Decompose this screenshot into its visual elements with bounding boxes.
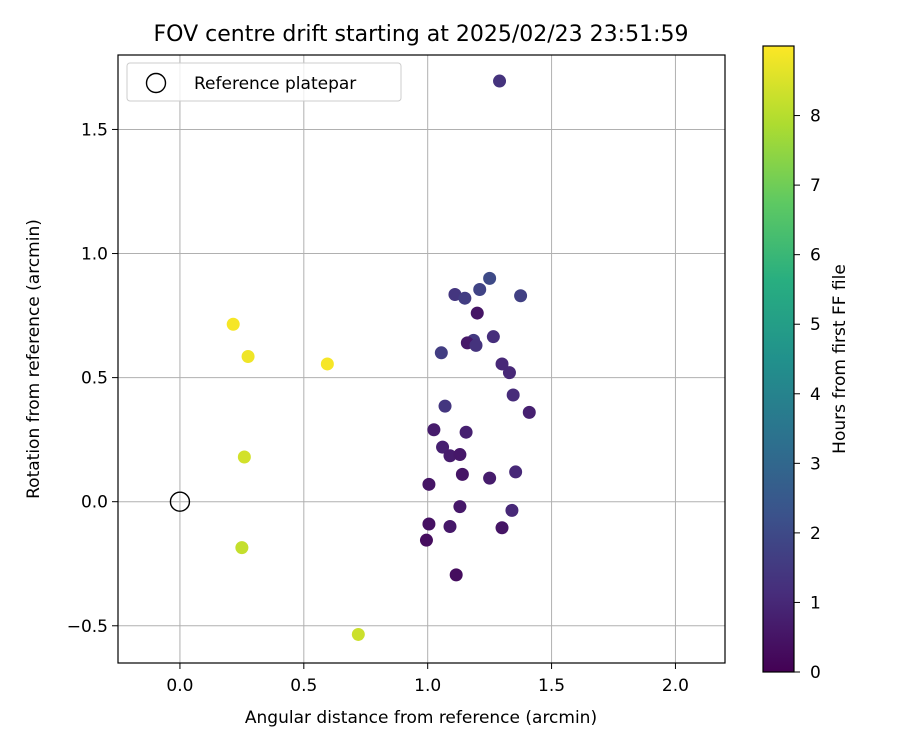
data-point (455, 467, 469, 481)
data-point (502, 366, 516, 380)
colorbar-tick-label: 7 (810, 176, 821, 196)
data-point (438, 399, 452, 413)
data-point (226, 317, 240, 331)
data-point (453, 448, 467, 462)
legend-box (126, 62, 402, 102)
data-point (469, 338, 483, 352)
x-tick-label: 1.0 (414, 676, 441, 696)
data-point (505, 503, 519, 517)
y-tick-label: 1.5 (81, 120, 108, 140)
y-axis-label: Rotation from reference (arcmin) (24, 219, 44, 499)
colorbar-ticks: 0 1 2 3 4 5 6 7 8 (794, 107, 821, 683)
data-points (226, 74, 536, 641)
data-point (443, 449, 457, 463)
data-point (422, 477, 436, 491)
data-point (443, 520, 457, 534)
data-point (495, 357, 509, 371)
data-point (493, 74, 507, 88)
colorbar: 0 1 2 3 4 5 6 7 8 Hours from first FF file (762, 45, 850, 683)
data-point (434, 346, 448, 360)
legend-marker-reference (145, 72, 167, 94)
data-point (522, 405, 536, 419)
colorbar-label: Hours from first FF file (830, 264, 850, 454)
data-point (506, 388, 520, 402)
data-point (351, 627, 365, 641)
data-point (419, 533, 433, 547)
x-tick-label: 0.5 (290, 676, 317, 696)
data-point (495, 521, 509, 535)
colorbar-tick-label: 2 (810, 524, 821, 544)
data-point (320, 357, 334, 371)
colorbar-tick-label: 3 (810, 454, 821, 474)
data-point (241, 350, 255, 364)
data-point (483, 471, 497, 485)
chart-title: FOV centre drift starting at 2025/02/23 … (154, 22, 689, 47)
y-tick-label: 1.0 (81, 245, 108, 265)
colorbar-tick-label: 1 (810, 593, 821, 613)
data-point (459, 425, 473, 439)
data-point (470, 306, 484, 320)
legend-entry-reference: Reference platepar (194, 74, 356, 94)
colorbar-tick-label: 5 (810, 315, 821, 335)
data-point (436, 440, 450, 454)
y-axis-ticks: −0.5 0.0 0.5 1.0 1.5 (67, 120, 118, 637)
y-tick-label: −0.5 (67, 617, 108, 637)
colorbar-tick-label: 0 (810, 663, 821, 683)
data-point (473, 283, 487, 297)
data-point (422, 517, 436, 531)
legend: Reference platepar (126, 62, 402, 102)
y-tick-label: 0.5 (81, 369, 108, 389)
data-point (237, 450, 251, 464)
x-tick-label: 0.0 (166, 676, 193, 696)
colorbar-tick-label: 6 (810, 246, 821, 266)
colorbar-tick-label: 4 (810, 385, 821, 405)
data-point (486, 330, 500, 344)
colorbar-tick-label: 8 (810, 107, 821, 127)
data-point (509, 465, 523, 479)
x-tick-label: 2.0 (662, 676, 689, 696)
plot-frame (117, 54, 726, 664)
data-point (514, 289, 528, 303)
x-tick-label: 1.5 (538, 676, 565, 696)
y-tick-label: 0.0 (81, 493, 108, 513)
reference-platepar-marker (169, 491, 191, 512)
reference-marker-layer (169, 491, 191, 512)
data-point (427, 423, 441, 437)
x-axis-ticks: 0.0 0.5 1.0 1.5 2.0 (166, 663, 689, 696)
data-point (458, 291, 472, 305)
colorbar-gradient (762, 45, 795, 673)
x-axis-label: Angular distance from reference (arcmin) (245, 708, 597, 728)
data-point (235, 541, 249, 555)
data-point (483, 271, 497, 285)
data-point (453, 500, 467, 514)
data-point (449, 568, 463, 582)
data-point (448, 287, 462, 301)
grid (118, 55, 725, 663)
